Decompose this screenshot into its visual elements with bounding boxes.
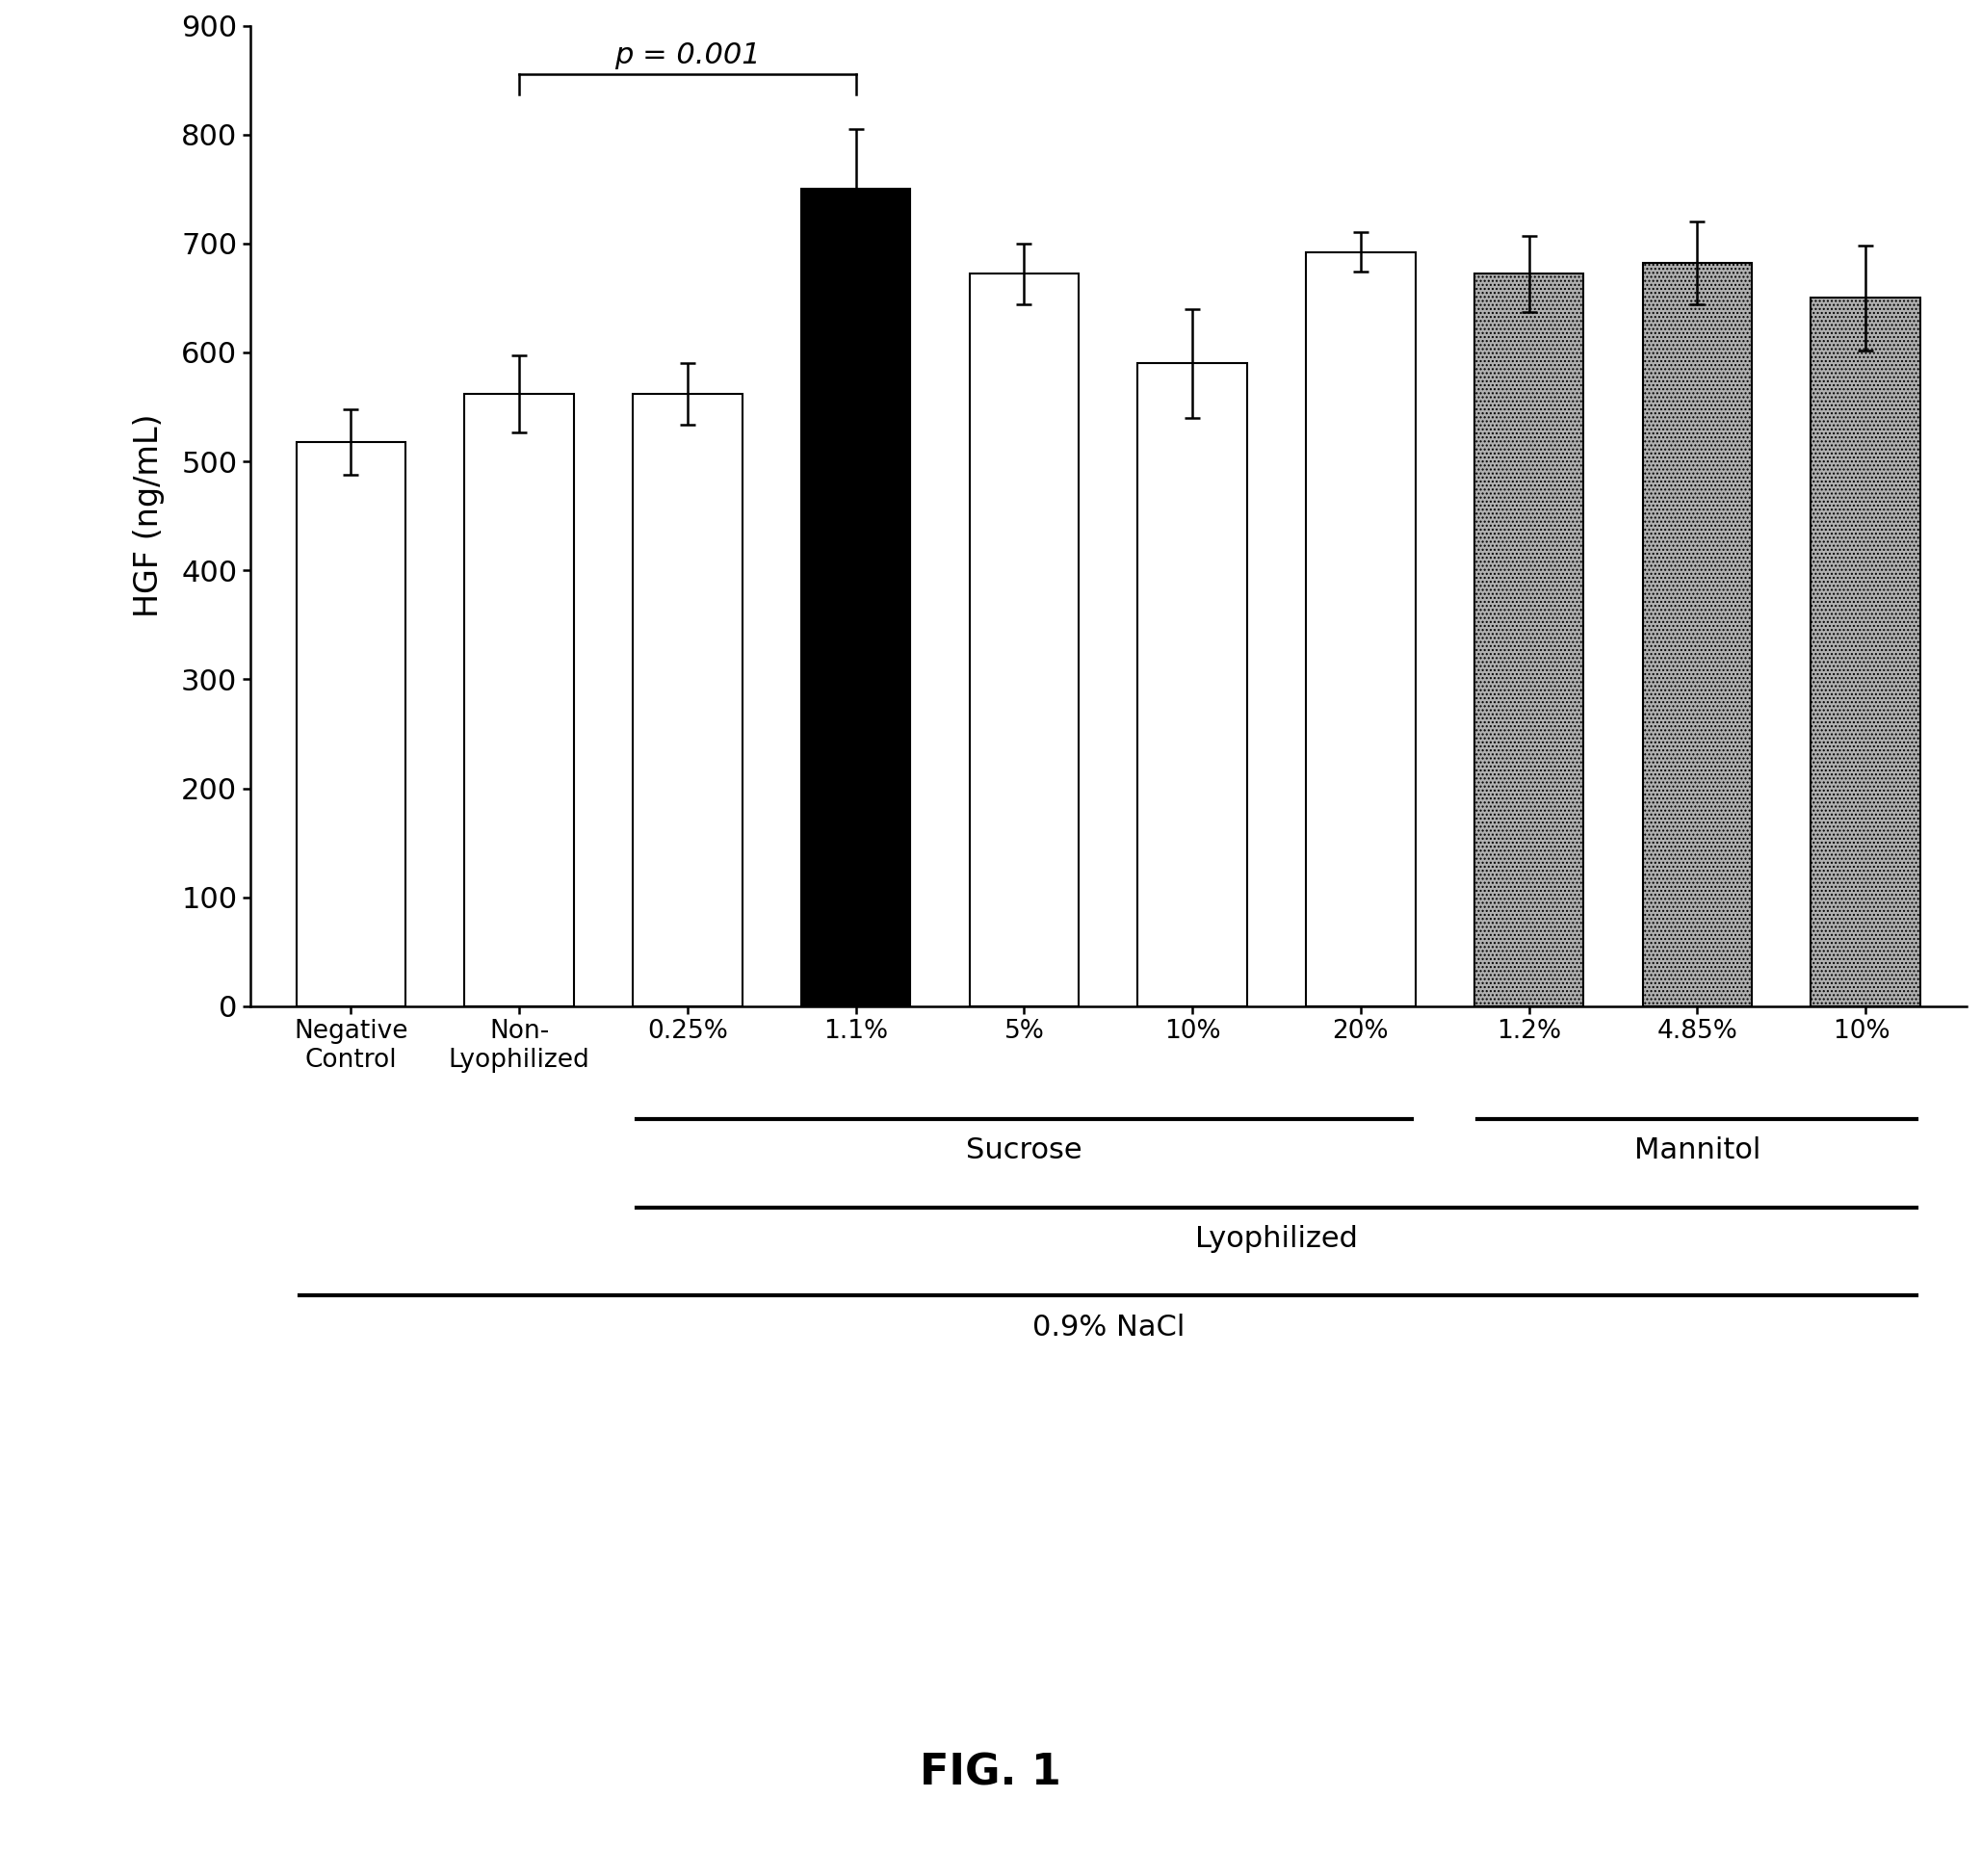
Bar bbox=[464, 394, 574, 1006]
Text: Mannitol: Mannitol bbox=[1634, 1137, 1761, 1165]
Bar bbox=[800, 189, 911, 1006]
Text: 0.9% NaCl: 0.9% NaCl bbox=[1032, 1313, 1185, 1341]
Text: Lyophilized: Lyophilized bbox=[1195, 1225, 1357, 1253]
Text: Sucrose: Sucrose bbox=[967, 1137, 1082, 1165]
Bar bbox=[1642, 263, 1751, 1006]
Bar bbox=[1811, 298, 1920, 1006]
Bar bbox=[297, 443, 406, 1006]
Bar bbox=[1305, 251, 1414, 1006]
Bar bbox=[969, 274, 1080, 1006]
Bar bbox=[1474, 274, 1583, 1006]
Y-axis label: HGF (ng/mL): HGF (ng/mL) bbox=[133, 415, 164, 617]
Bar bbox=[632, 394, 743, 1006]
Bar bbox=[1137, 364, 1248, 1006]
Text: FIG. 1: FIG. 1 bbox=[919, 1752, 1062, 1793]
Text: p = 0.001: p = 0.001 bbox=[614, 41, 761, 69]
